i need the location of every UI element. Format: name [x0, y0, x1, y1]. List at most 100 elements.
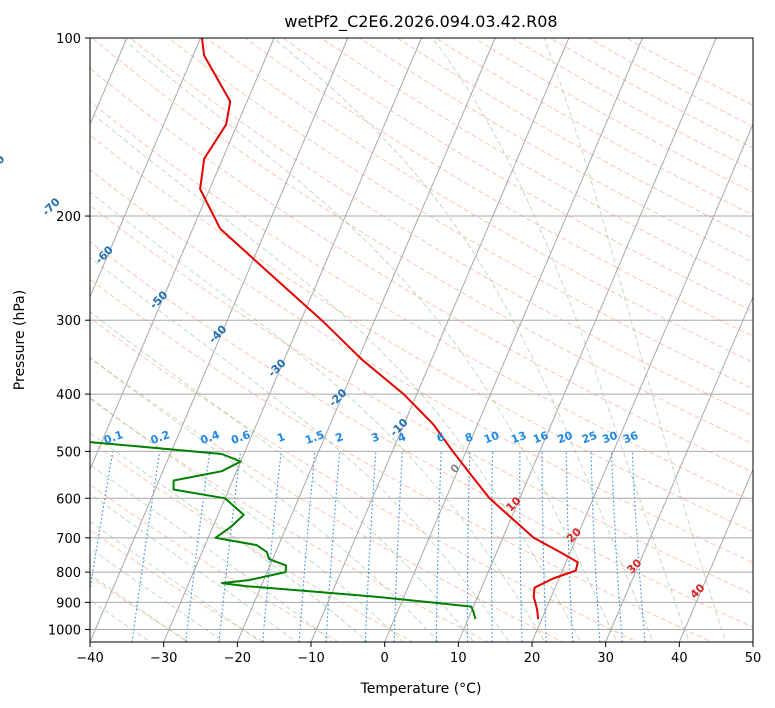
mixing-ratio-line [490, 451, 494, 642]
mixing-ratio-label: 6 [435, 430, 447, 445]
mixing-ratio-line [435, 451, 442, 642]
y-axis: 100 200 300 400 500 600 700 800 900 1000 [48, 32, 90, 638]
dry-adiabat [90, 134, 753, 533]
y-tick-label: 500 [56, 445, 81, 460]
isotherm [605, 295, 753, 642]
dry-adiabat [472, 38, 753, 193]
y-tick-label: 400 [56, 388, 81, 403]
x-tick-label: 0 [381, 651, 389, 666]
y-tick-label: 200 [56, 210, 81, 225]
moist-adiabat [90, 357, 440, 642]
moist-adiabat [90, 599, 152, 642]
isotherm [384, 38, 643, 642]
isotherm [310, 38, 570, 642]
x-tick-label: −20 [224, 651, 251, 666]
dry-adiabat [167, 38, 753, 390]
mixing-ratio-label: 1.5 [303, 428, 326, 447]
y-tick-label: 1000 [48, 623, 81, 638]
moist-adiabat [90, 520, 262, 642]
plot-frame [89, 37, 754, 643]
x-tick-label: 20 [524, 651, 541, 666]
moist-adiabat [90, 547, 225, 642]
mixing-ratio-line [519, 451, 523, 642]
dry-adiabat [320, 38, 753, 287]
y-tick-label: 800 [56, 566, 81, 581]
mixing-ratio-label: 36 [621, 429, 640, 447]
mixing-ratio-line [610, 451, 623, 642]
mixing-ratio-label: 4 [396, 430, 408, 445]
dry-adiabat [205, 38, 753, 363]
mixing-ratio-label: 30 [600, 429, 619, 447]
series-line-2 [90, 441, 477, 620]
dry-adiabat [587, 38, 753, 127]
moist-adiabat [90, 463, 333, 642]
dry-adiabat [396, 38, 753, 239]
dry-adiabat [358, 38, 753, 263]
y-axis-label: Pressure (hPa) [12, 290, 28, 390]
isotherm [90, 38, 349, 642]
x-tick-label: −30 [150, 651, 177, 666]
mixing-ratio-label: 0.4 [199, 428, 222, 447]
dry-adiabat [90, 317, 639, 642]
dry-adiabat [511, 38, 753, 171]
mixing-ratio-line [325, 451, 341, 642]
isotherm [236, 38, 496, 642]
series [90, 38, 579, 620]
mixing-ratio-label: 2 [334, 430, 346, 445]
mixing-ratio-label: 0.1 [102, 428, 125, 447]
x-tick-label: 40 [671, 651, 688, 666]
dry-adiabat [90, 529, 265, 642]
mixing-ratio-line [262, 451, 282, 642]
mixing-ratio-line [541, 451, 547, 642]
mixing-ratio-label: 25 [580, 429, 599, 446]
mixing-ratio-line [364, 451, 377, 642]
mixing-ratio-label: 10 [482, 429, 501, 447]
y-tick-label: 600 [56, 492, 81, 507]
series-line-1 [199, 38, 579, 620]
moist-adiabat [90, 573, 189, 642]
dry-adiabat [91, 38, 753, 445]
grid [90, 38, 753, 642]
dry-adiabat [90, 241, 753, 628]
dry-adiabat [549, 38, 753, 149]
isotherm [90, 38, 201, 299]
mixing-ratio-line [631, 451, 646, 642]
x-axis-label: Temperature (°C) [360, 681, 482, 697]
mixing-ratio-label: 3 [370, 430, 382, 445]
dry-adiabat [90, 169, 753, 564]
mixing-ratio-line [565, 451, 574, 642]
mixing-ratio-line [298, 451, 316, 642]
mixing-ratio-line [466, 451, 471, 642]
x-axis: −40 −30 −20 −10 0 10 20 30 40 50 [76, 642, 761, 666]
mixing-ratio-label: 20 [556, 429, 575, 447]
y-tick-label: 100 [56, 32, 81, 47]
isotherm [678, 468, 753, 642]
mixing-ratio-label: 1 [275, 430, 287, 445]
isotherm [457, 38, 717, 642]
mixing-ratio-label: 16 [531, 429, 550, 447]
mixing-ratio-label: 13 [509, 429, 528, 446]
mixing-ratio-line [590, 451, 601, 642]
mixing-ratio-label: 0.6 [229, 428, 252, 447]
isotherm [163, 38, 422, 642]
y-tick-label: 300 [56, 314, 81, 329]
x-tick-label: 50 [745, 651, 762, 666]
isotherm [531, 123, 753, 642]
x-tick-label: 30 [597, 651, 614, 666]
isotherm [90, 38, 275, 471]
mixing-ratio-label: 0.2 [149, 428, 172, 447]
dry-adiabat [129, 38, 753, 417]
x-tick-label: −40 [76, 651, 103, 666]
y-tick-label: 900 [56, 596, 81, 611]
moist-adiabat [90, 432, 369, 642]
dry-adiabat [90, 278, 713, 642]
dry-adiabat [434, 38, 753, 216]
x-tick-label: −10 [297, 651, 324, 666]
isotherm-label: -80 [0, 152, 8, 175]
mixing-ratio-label: 8 [463, 430, 475, 445]
line-labels: 0.10.20.40.611.52346810131620253036-100-… [0, 152, 708, 601]
x-tick-label: 10 [450, 651, 467, 666]
y-tick-label: 700 [56, 532, 81, 547]
